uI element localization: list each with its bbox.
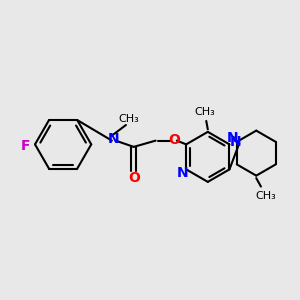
Text: N: N — [107, 132, 119, 146]
Text: F: F — [20, 139, 30, 153]
Text: CH₃: CH₃ — [119, 114, 140, 124]
Text: N: N — [177, 166, 189, 179]
Text: CH₃: CH₃ — [255, 191, 276, 201]
Text: O: O — [128, 171, 140, 185]
Text: N: N — [229, 135, 241, 149]
Text: N: N — [226, 131, 238, 145]
Text: CH₃: CH₃ — [194, 107, 215, 117]
Text: O: O — [168, 133, 180, 147]
